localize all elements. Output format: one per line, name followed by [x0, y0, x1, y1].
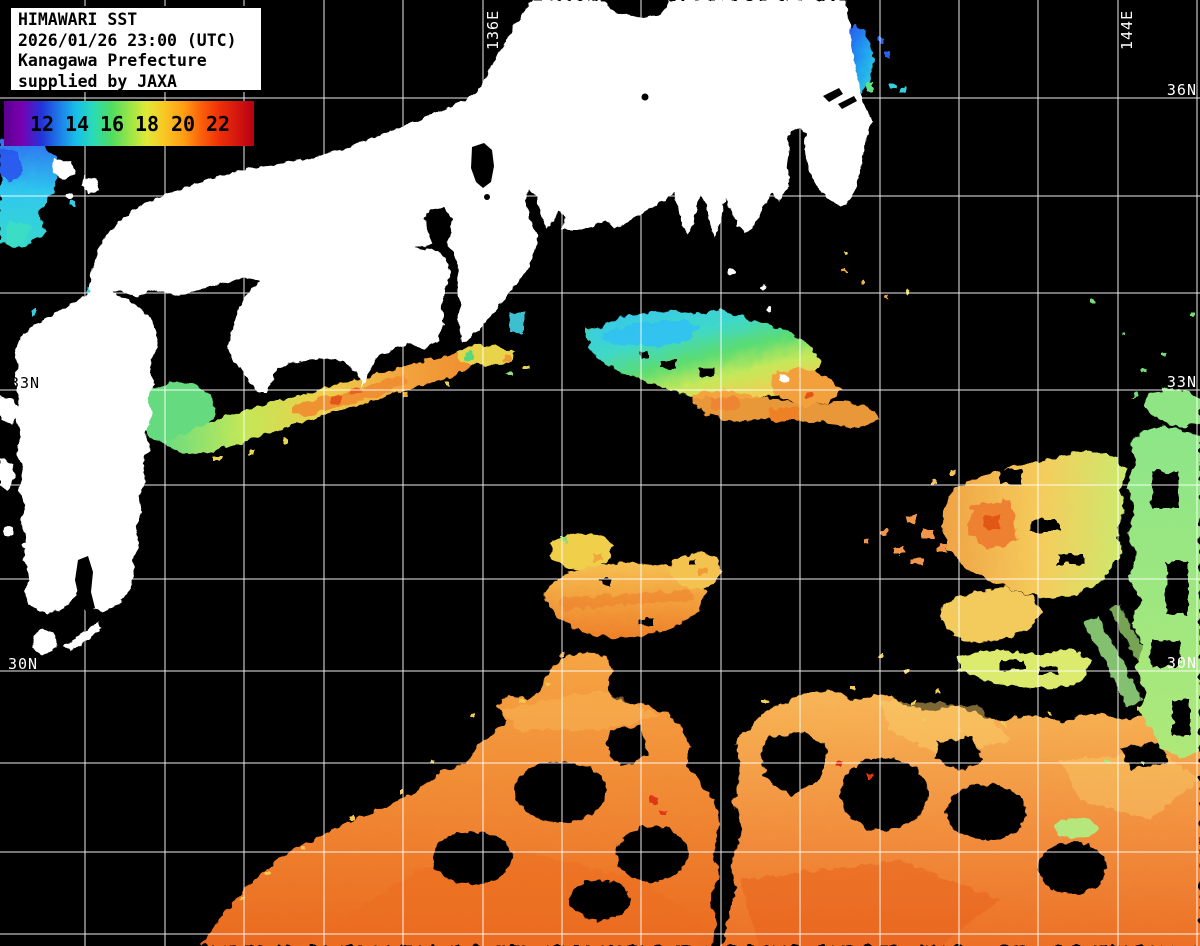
land-shikoku [228, 246, 450, 392]
lat-label-33n-left: 33N [10, 374, 40, 392]
lat-label-30n-left: 30N [8, 655, 38, 673]
colorbar-gradient [4, 101, 254, 146]
credit: supplied by JAXA [18, 71, 177, 91]
sst-layer [0, 24, 1200, 946]
colorbar-tick: 18 [134, 112, 160, 136]
timestamp: 2026/01/26 23:00 (UTC) [18, 30, 237, 50]
lat-label-36n-right: 36N [1167, 81, 1197, 99]
lon-label-136e: 136E [484, 10, 502, 50]
lakes-layer [75, 88, 857, 612]
product-title: HIMAWARI SST [18, 10, 138, 29]
graticule-labels: 136E 144E 36N 33N 33N 30N 30N [8, 10, 1197, 673]
land-kyushu [14, 286, 158, 614]
colorbar-tick: 12 [29, 112, 55, 136]
colorbar-tick: 14 [64, 112, 90, 136]
colorbar-tick: 22 [205, 112, 231, 136]
region-name: Kanagawa Prefecture [18, 51, 207, 70]
lat-label-30n-right: 30N [1167, 654, 1197, 672]
colorbar-tick: 16 [99, 112, 125, 136]
lake-biwa [471, 143, 494, 188]
title-box: HIMAWARI SST 2026/01/26 23:00 (UTC) Kana… [9, 6, 263, 92]
lon-label-144e: 144E [1118, 10, 1136, 50]
colorbar: 12 14 16 18 20 22 [4, 101, 254, 146]
colorbar-tick: 20 [170, 112, 196, 136]
lat-label-33n-right: 33N [1167, 373, 1197, 391]
